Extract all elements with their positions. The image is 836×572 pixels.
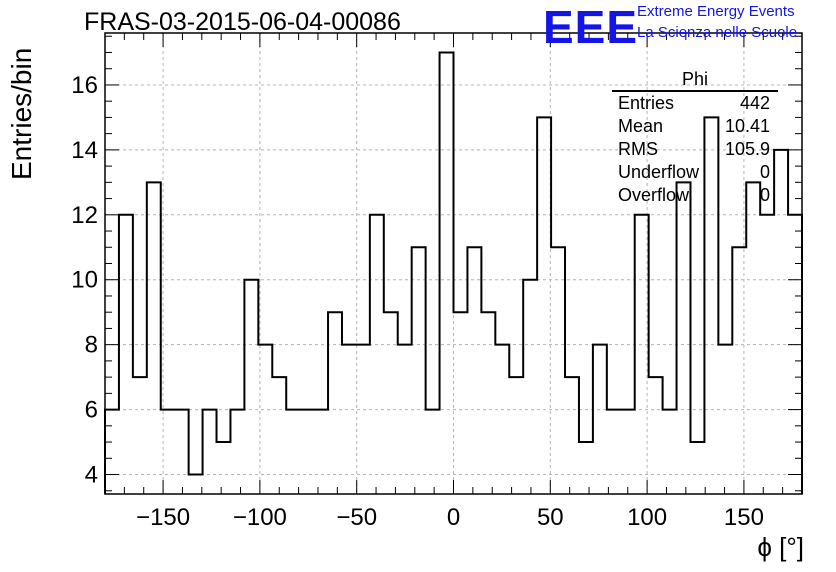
histogram-bin (760, 215, 774, 494)
stats-box: Phi Entries 442 Mean 10.41 RMS 105.9 Und… (612, 68, 778, 207)
histogram-bin (537, 117, 551, 494)
histogram-bin (105, 410, 119, 494)
histogram-bin (635, 215, 649, 494)
y-tick-label: 6 (85, 397, 98, 424)
x-axis-label: ϕ [°] (757, 532, 804, 562)
histogram-bin (467, 247, 481, 494)
histogram-bin (342, 345, 356, 494)
histogram-bin (593, 345, 607, 494)
histogram-bin (677, 182, 691, 494)
histogram-bin (412, 247, 426, 494)
stats-label: Mean (618, 116, 664, 136)
histogram-bin (286, 410, 300, 494)
histogram-bin (119, 215, 133, 494)
y-tick-label: 4 (85, 462, 98, 489)
histogram-bin (579, 442, 593, 494)
histogram-bin (272, 377, 286, 494)
histogram-bin (495, 345, 509, 494)
y-tick-label: 12 (71, 202, 98, 229)
y-tick-labels: 4 6 8 10 12 14 16 (71, 72, 98, 489)
logo-line-2: La Scienza nelle Scuole (637, 24, 798, 41)
stats-title: Phi (612, 68, 778, 92)
stats-value: 0 (759, 185, 770, 205)
chart-title: FRAS-03-2015-06-04-00086 (84, 8, 401, 36)
x-tick-label: 150 (724, 504, 764, 531)
y-tick-label: 8 (85, 332, 98, 359)
stats-row-underflow: Underflow 0 (612, 161, 778, 184)
stats-label: Entries (618, 93, 675, 113)
histogram-bin (565, 377, 579, 494)
histogram-bin (788, 215, 802, 494)
histogram-bin (203, 410, 217, 494)
histogram-bin (189, 475, 203, 494)
stats-value: 442 (739, 93, 770, 113)
x-tick-label: 0 (447, 504, 460, 531)
histogram-bin (314, 410, 328, 494)
histogram-bin (217, 442, 231, 494)
x-tick-labels: −150 −100 −50 0 50 100 150 (136, 504, 764, 531)
histogram-bin (147, 182, 161, 494)
histogram-bin (746, 182, 760, 494)
stats-row-mean: Mean 10.41 (612, 115, 778, 138)
histogram-bin (258, 345, 272, 494)
histogram-bin (244, 280, 258, 494)
y-tick-label: 14 (71, 137, 98, 164)
histogram-bin (481, 312, 495, 494)
x-tick-label: 50 (537, 504, 564, 531)
histogram-bins (104, 51, 803, 494)
histogram-bin (732, 247, 746, 494)
histogram-outline (104, 51, 803, 494)
histogram-bin (356, 345, 370, 494)
histogram-bin (133, 377, 147, 494)
stats-row-rms: RMS 105.9 (612, 138, 778, 161)
histogram-bin (621, 410, 635, 494)
y-tick-label: 16 (71, 72, 98, 99)
histogram-bin (718, 345, 732, 494)
stats-row-entries: Entries 442 (612, 92, 778, 115)
stats-label: Underflow (618, 162, 700, 182)
stats-label: RMS (618, 139, 658, 159)
histogram-bin (523, 280, 537, 494)
histogram-bin (551, 247, 565, 494)
y-tick-label: 10 (71, 267, 98, 294)
histogram-bin (230, 410, 244, 494)
x-tick-label: −50 (336, 504, 377, 531)
x-tick-label: 100 (627, 504, 667, 531)
histogram-bin (398, 345, 412, 494)
axis-ticks (105, 33, 802, 494)
histogram-bin (300, 410, 314, 494)
histogram-bin (509, 377, 523, 494)
histogram-bin (454, 312, 468, 494)
x-tick-label: −100 (233, 504, 287, 531)
histogram-bin (663, 410, 677, 494)
eee-logo: EEE (543, 1, 639, 53)
histogram-bin (384, 312, 398, 494)
histogram-bin (175, 410, 189, 494)
stats-value: 105.9 (724, 139, 770, 159)
histogram-bin (649, 377, 663, 494)
histogram-bin (328, 312, 342, 494)
stats-value: 0 (759, 162, 770, 182)
histogram-bin (440, 52, 454, 494)
y-axis-label: Entries/bin (6, 47, 37, 180)
histogram-bin (370, 215, 384, 494)
histogram-bin (607, 410, 621, 494)
histogram-bin (690, 442, 704, 494)
stats-value: 10.41 (724, 116, 770, 136)
histogram-bin (426, 410, 440, 494)
x-tick-label: −150 (136, 504, 190, 531)
stats-label: Overflow (618, 185, 690, 205)
logo-line-1: Extreme Energy Events (637, 3, 795, 20)
stats-row-overflow: Overflow 0 (612, 184, 778, 207)
